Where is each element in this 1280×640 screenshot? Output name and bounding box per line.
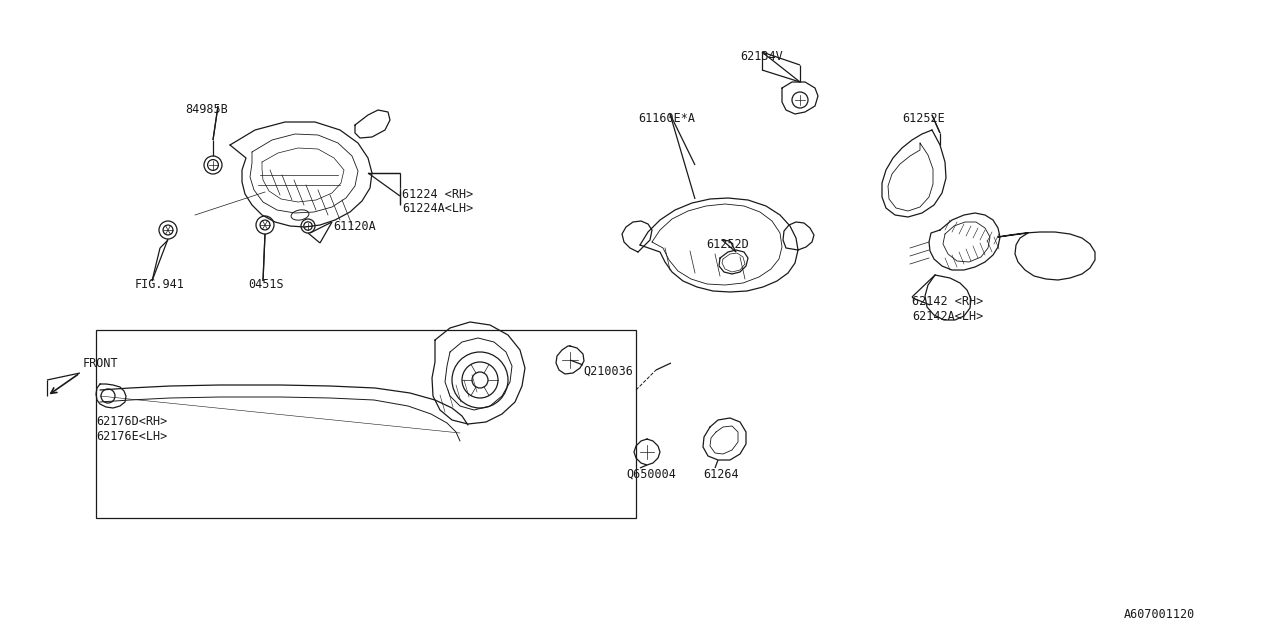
Text: FIG.941: FIG.941 (134, 278, 184, 291)
Text: 61160E*A: 61160E*A (637, 112, 695, 125)
Text: 61120A: 61120A (333, 220, 376, 233)
Text: 61252E: 61252E (902, 112, 945, 125)
Text: 62176D<RH>: 62176D<RH> (96, 415, 168, 428)
Text: 61224 <RH>: 61224 <RH> (402, 188, 474, 201)
Text: A607001120: A607001120 (1124, 608, 1196, 621)
Text: 61224A<LH>: 61224A<LH> (402, 202, 474, 215)
Text: 62142A<LH>: 62142A<LH> (913, 310, 983, 323)
Text: 62176E<LH>: 62176E<LH> (96, 430, 168, 443)
Text: 0451S: 0451S (248, 278, 284, 291)
Text: 61252D: 61252D (707, 238, 749, 251)
Text: 84985B: 84985B (186, 103, 228, 116)
Text: 62142 <RH>: 62142 <RH> (913, 295, 983, 308)
Text: 61264: 61264 (703, 468, 739, 481)
Text: 62134V: 62134V (740, 50, 783, 63)
Text: FRONT: FRONT (83, 357, 119, 370)
Text: Q210036: Q210036 (582, 365, 632, 378)
Text: Q650004: Q650004 (626, 468, 676, 481)
Bar (96, 330, 636, 518)
